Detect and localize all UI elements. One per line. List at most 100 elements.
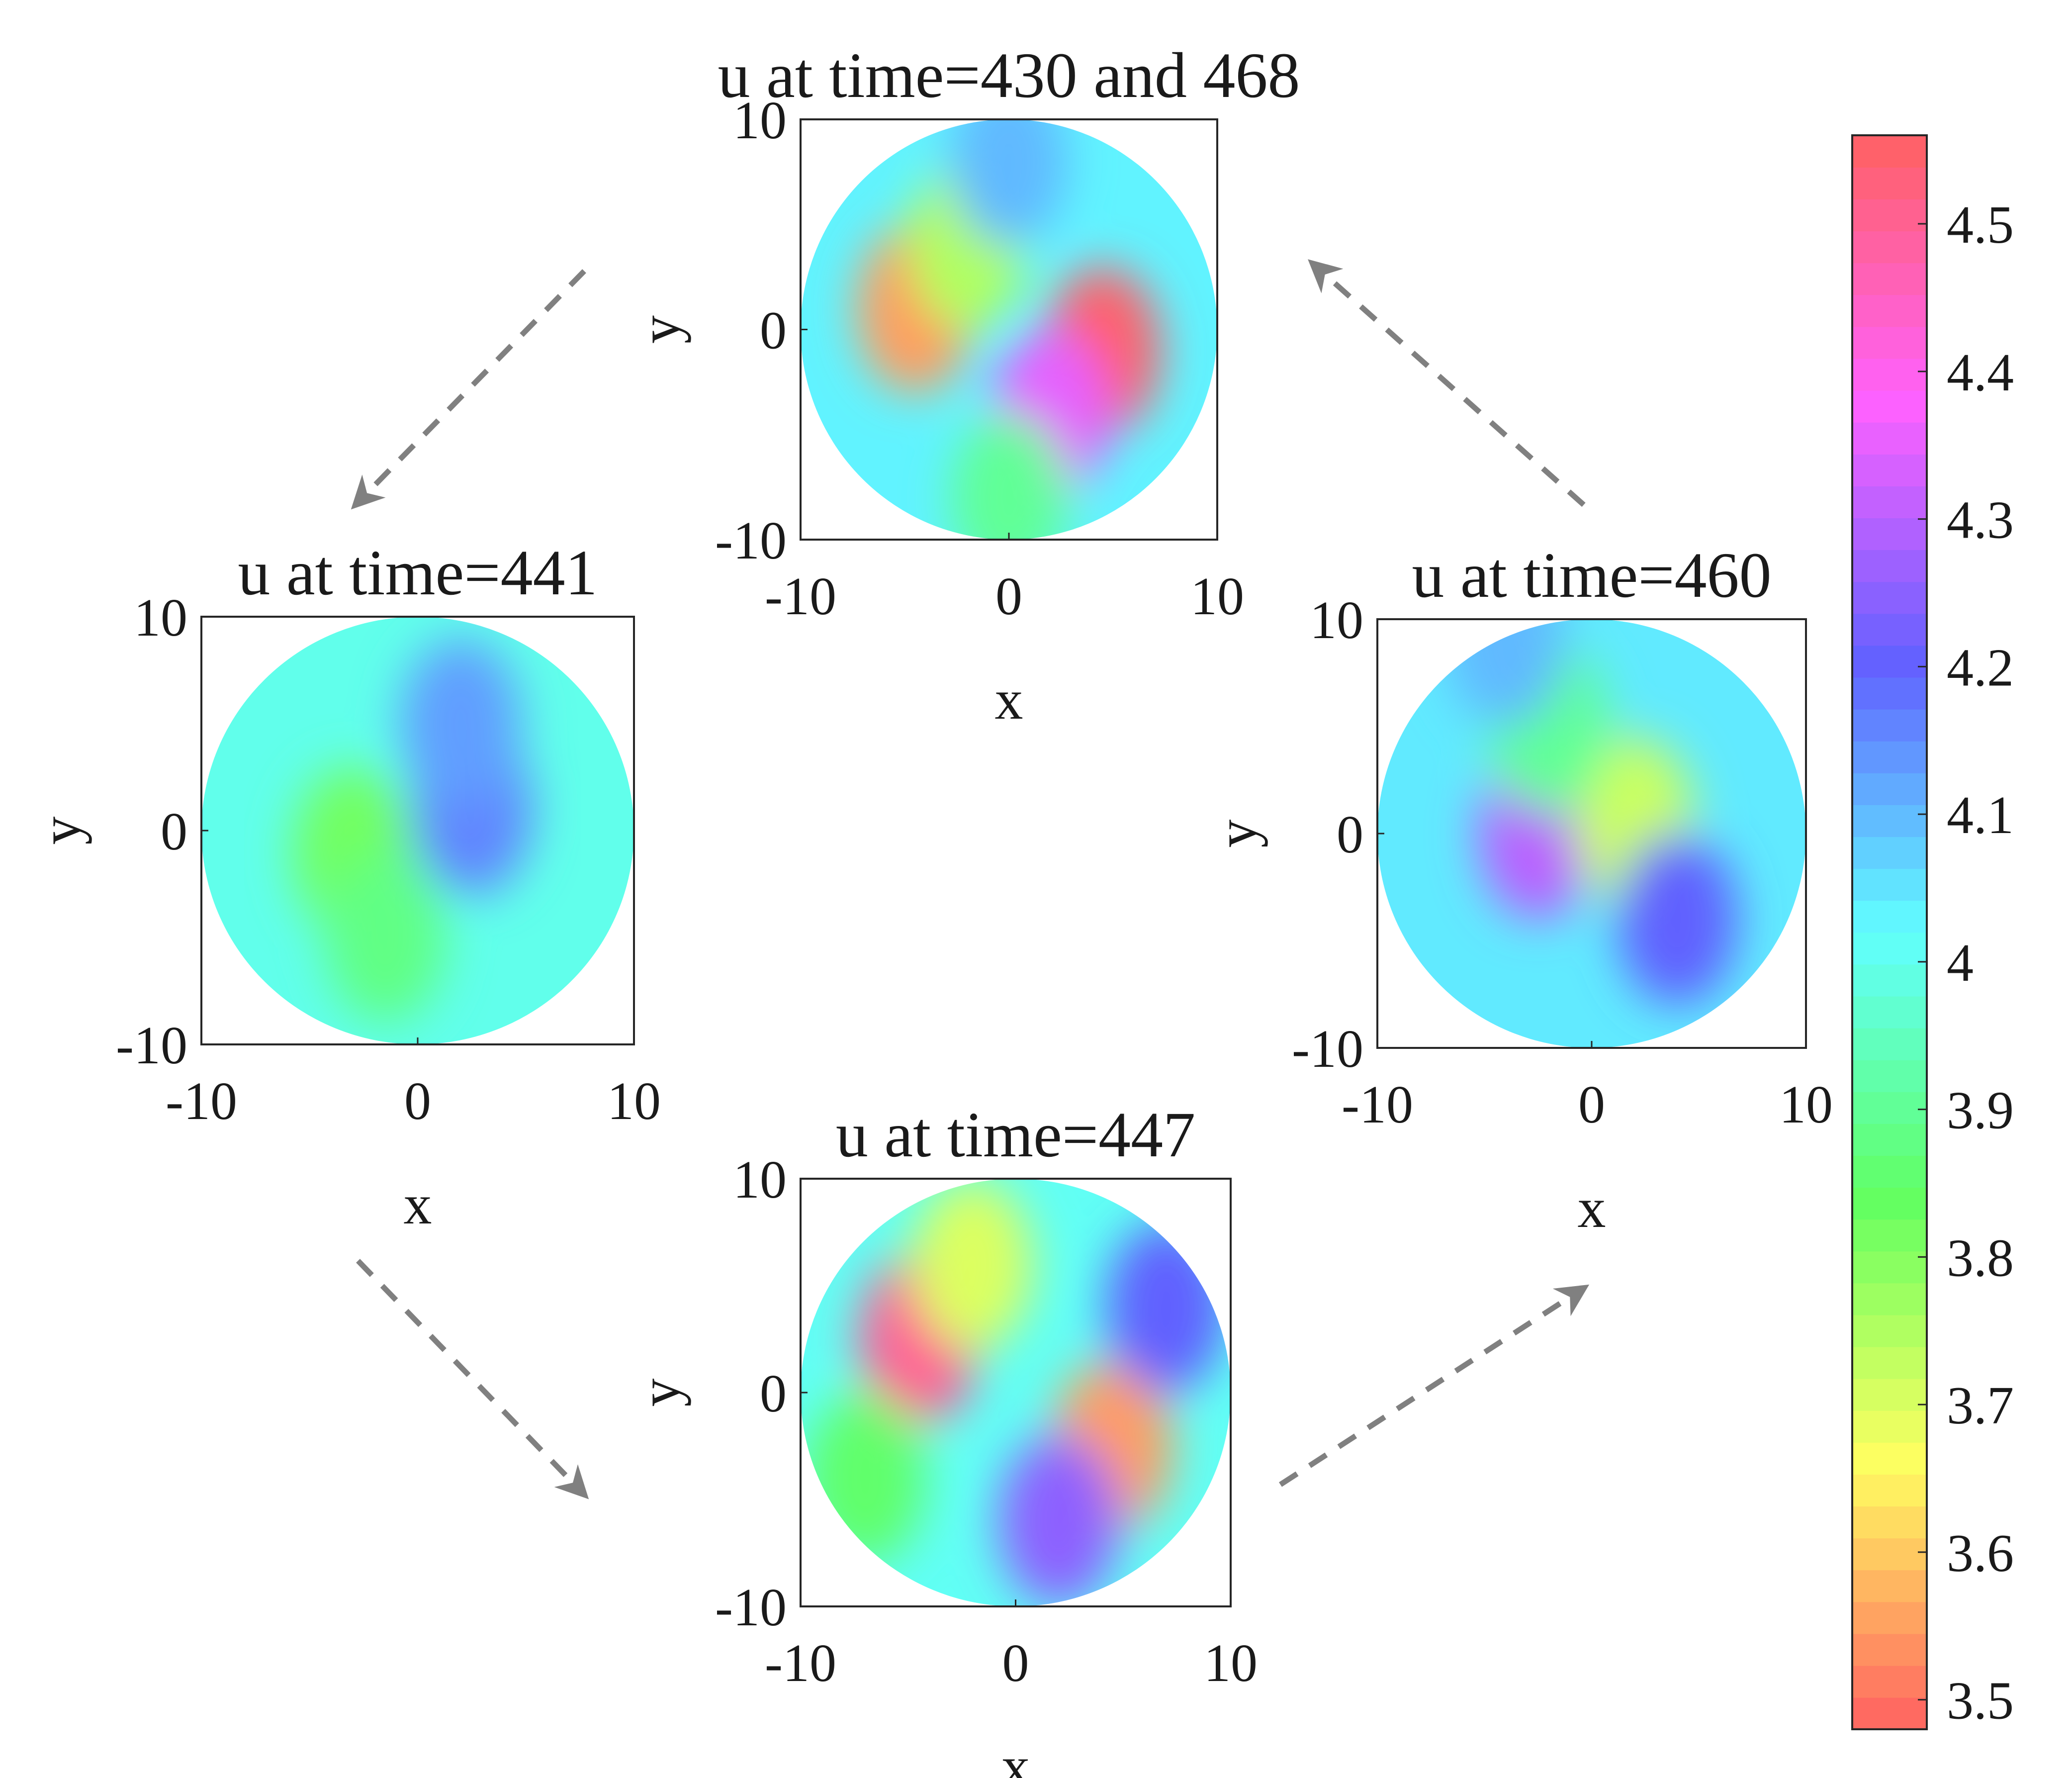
x-tick-label: 0 [995,567,1022,626]
x-tick-label: 0 [1578,1075,1605,1134]
contour-field [1377,619,1806,1048]
colorbar-band [1852,1538,1927,1571]
colorbar-band [1852,358,1927,391]
y-axis-label: y [1205,820,1268,848]
colorbar-band [1852,1123,1927,1156]
colorbar-band [1852,773,1927,805]
panel-4: u at time=460 -10 0 10 -10 0 10 x y [1205,540,1833,1239]
x-tick-label: 0 [1002,1634,1029,1693]
colorbar-band [1852,645,1927,678]
transition-arrow-1 [351,269,586,510]
colorbar-band [1852,677,1927,710]
colorbar-band [1852,1092,1927,1124]
x-tick-label: -10 [166,1072,237,1131]
transition-arrows [351,259,1590,1499]
y-tick-label: 0 [1337,805,1363,864]
colorbar-band [1852,1187,1927,1220]
x-axis-label: x [995,668,1023,731]
contour-extremum [998,1435,1119,1606]
y-tick-label: 0 [760,1364,787,1423]
contour-extremum [805,1393,925,1564]
colorbar-band [1852,1346,1927,1379]
colorbar-band [1852,868,1927,901]
transition-arrow-3 [1279,1284,1590,1487]
panel-title: u at time=447 [836,1099,1195,1171]
colorbar-band [1852,550,1927,582]
colorbar-band [1852,135,1927,168]
x-axis-label: x [1578,1176,1606,1239]
colorbar-tick-label: 3.5 [1947,1672,2014,1731]
y-tick-label: -10 [715,1578,787,1637]
colorbar-band [1852,326,1927,359]
colorbar-tick-label: 4.4 [1947,343,2014,402]
y-axis-label: y [628,315,691,344]
y-tick-label: 10 [1310,591,1363,650]
colorbar-band [1852,709,1927,742]
colorbar-band [1852,1283,1927,1315]
contour-extremum [1106,1221,1227,1393]
y-tick-label: 10 [733,91,787,150]
contour-field [801,1179,1231,1606]
y-axis-label: y [29,817,92,845]
y-tick-label: -10 [116,1016,187,1075]
contour-extremum [400,638,522,809]
colorbar-band [1852,1410,1927,1443]
colorbar-band [1852,231,1927,264]
y-tick-label: 0 [161,802,187,861]
colorbar-band [1852,996,1927,1029]
y-tick-label: -10 [715,511,787,570]
y-tick-label: 10 [134,588,187,648]
colorbar-band [1852,1059,1927,1092]
colorbar-band [1852,1442,1927,1475]
panel-title: u at time=430 and 468 [718,40,1300,111]
x-axis-label: x [404,1173,432,1236]
colorbar-band [1852,1219,1927,1252]
colorbar-band [1852,964,1927,997]
transition-arrow-4 [1308,259,1586,507]
y-tick-label: 0 [760,301,787,361]
x-tick-label: 0 [404,1072,431,1131]
panel-3: u at time=447 -10 0 10 -10 0 10 x y [628,1099,1258,1778]
colorbar-tick-label: 4.2 [1947,638,2014,697]
colorbar-tick-label: 3.8 [1947,1228,2014,1288]
colorbar-band [1852,1697,1927,1730]
colorbar-band [1852,263,1927,295]
colorbar-band [1852,518,1927,551]
y-tick-label: 10 [733,1150,787,1210]
colorbar-band [1852,454,1927,486]
colorbar-tick-label: 4.3 [1947,491,2014,550]
x-tick-label: -10 [1342,1075,1413,1134]
colorbar-tick-label: 3.7 [1947,1376,2014,1435]
contour-extremum [324,852,446,1023]
panel-1: u at time=430 and 468 -10 0 10 -10 0 10 x y [628,40,1300,731]
y-axis-label: y [628,1379,691,1407]
colorbar-band [1852,581,1927,614]
contour-extremum [1445,619,1566,727]
colorbar-band [1852,805,1927,837]
colorbar-tick-label: 3.6 [1947,1524,2014,1583]
colorbar-band [1852,422,1927,455]
contour-extremum [912,1179,1033,1350]
contour-extremum [950,119,1068,246]
colorbar-band [1852,932,1927,965]
colorbar-band [1852,1633,1927,1666]
colorbar-tick-label: 4.5 [1947,195,2014,255]
colorbar-band [1852,1378,1927,1411]
colorbar-tick-label: 4.1 [1947,786,2014,845]
colorbar-band [1852,294,1927,327]
colorbar-frame [1851,134,1928,1730]
colorbar-band [1852,1601,1927,1634]
x-axis-label: x [1001,1735,1030,1778]
colorbar-band [1852,199,1927,232]
x-tick-label: 10 [607,1072,661,1131]
colorbar: 3.5 3.6 3.7 3.8 3.9 4 4.1 4.2 4.3 4.4 4.5 [1851,134,2014,1731]
contour-extremum [950,413,1068,540]
y-tick-label: -10 [1292,1020,1363,1079]
colorbar-band [1852,900,1927,933]
colorbar-band [1852,390,1927,423]
transition-arrow-2 [356,1259,589,1499]
colorbar-band [1852,1251,1927,1284]
colorbar-band [1852,613,1927,646]
